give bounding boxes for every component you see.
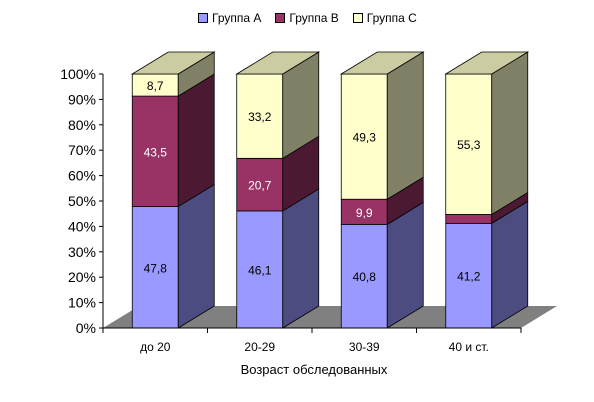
y-tick-label: 80% (68, 117, 96, 133)
data-label: 33,2 (248, 110, 272, 124)
legend-swatch-group-c (352, 13, 363, 23)
x-tick-label: до 20 (140, 340, 171, 354)
bar-side-2 (386, 51, 424, 200)
legend: Группа А Группа В Группа С (198, 11, 417, 25)
data-label: 43,5 (144, 145, 168, 159)
bar-segment-0 (340, 223, 388, 329)
y-tick-label: 50% (68, 193, 96, 209)
legend-item-group-c: Группа С (352, 11, 417, 25)
y-tick-label: 100% (60, 66, 96, 82)
bar-top (339, 51, 425, 75)
floor-plane (103, 306, 557, 328)
bar-side-2 (491, 51, 529, 216)
data-label: 55,3 (457, 138, 481, 152)
data-label: 40,8 (353, 270, 377, 284)
data-label: 20,7 (248, 179, 272, 193)
bar-segment-2 (236, 73, 284, 159)
y-tick-label: 10% (68, 295, 96, 311)
data-label: 41,2 (457, 270, 481, 284)
legend-label-group-a: Группа А (212, 11, 262, 25)
legend-label-group-b: Группа В (289, 11, 339, 25)
y-tick-label: 40% (68, 218, 96, 234)
bar-top (130, 51, 216, 75)
bar-segment-0 (131, 206, 179, 329)
bar-segment-1 (445, 214, 493, 224)
x-tick-label: 20-29 (244, 340, 275, 354)
x-tick-label: 30-39 (349, 340, 380, 354)
data-labels: 47,8 43,5 8,7 46,1 20,7 33,2 40,8 9,9 49,3 41,2 55… (144, 79, 481, 284)
bar-top (235, 51, 321, 75)
legend-item-group-a: Группа А (198, 11, 261, 25)
y-tick-label: 90% (68, 91, 96, 107)
chart-floor (103, 306, 557, 328)
y-tick-label: 60% (68, 168, 96, 184)
legend-label-group-c: Группа С (366, 11, 417, 25)
y-tick-label: 20% (68, 269, 96, 285)
bar-top (444, 51, 530, 75)
data-label: 8,7 (147, 79, 164, 93)
data-label: 49,3 (353, 131, 377, 145)
data-label: 47,8 (144, 261, 168, 275)
y-tick-label: 30% (68, 244, 96, 260)
bar-side-0 (177, 183, 215, 329)
legend-swatch-group-a (198, 13, 208, 23)
y-tick-label: 0% (76, 320, 96, 336)
bar-side-1 (177, 73, 215, 208)
legend-item-group-b: Группа В (275, 11, 339, 25)
x-tick-label: 40 и ст. (449, 340, 489, 354)
legend-swatch-group-b (275, 13, 286, 23)
y-tick-label: 70% (68, 142, 96, 158)
x-axis: до 20 20-29 30-39 40 и ст. (102, 327, 522, 354)
data-label: 46,1 (248, 263, 272, 277)
x-axis-title: Возраст обследованных (241, 362, 388, 377)
y-axis: 0% 10% 20% 30% 40% 50% 60% 70% 80% 90% 100% (60, 66, 104, 336)
bar-side-0 (282, 188, 320, 329)
data-label: 9,9 (356, 206, 373, 220)
bar-segment-1 (236, 157, 284, 212)
bar-segment-0 (236, 210, 284, 329)
bar-segment-1 (131, 95, 179, 207)
bars (130, 51, 530, 329)
